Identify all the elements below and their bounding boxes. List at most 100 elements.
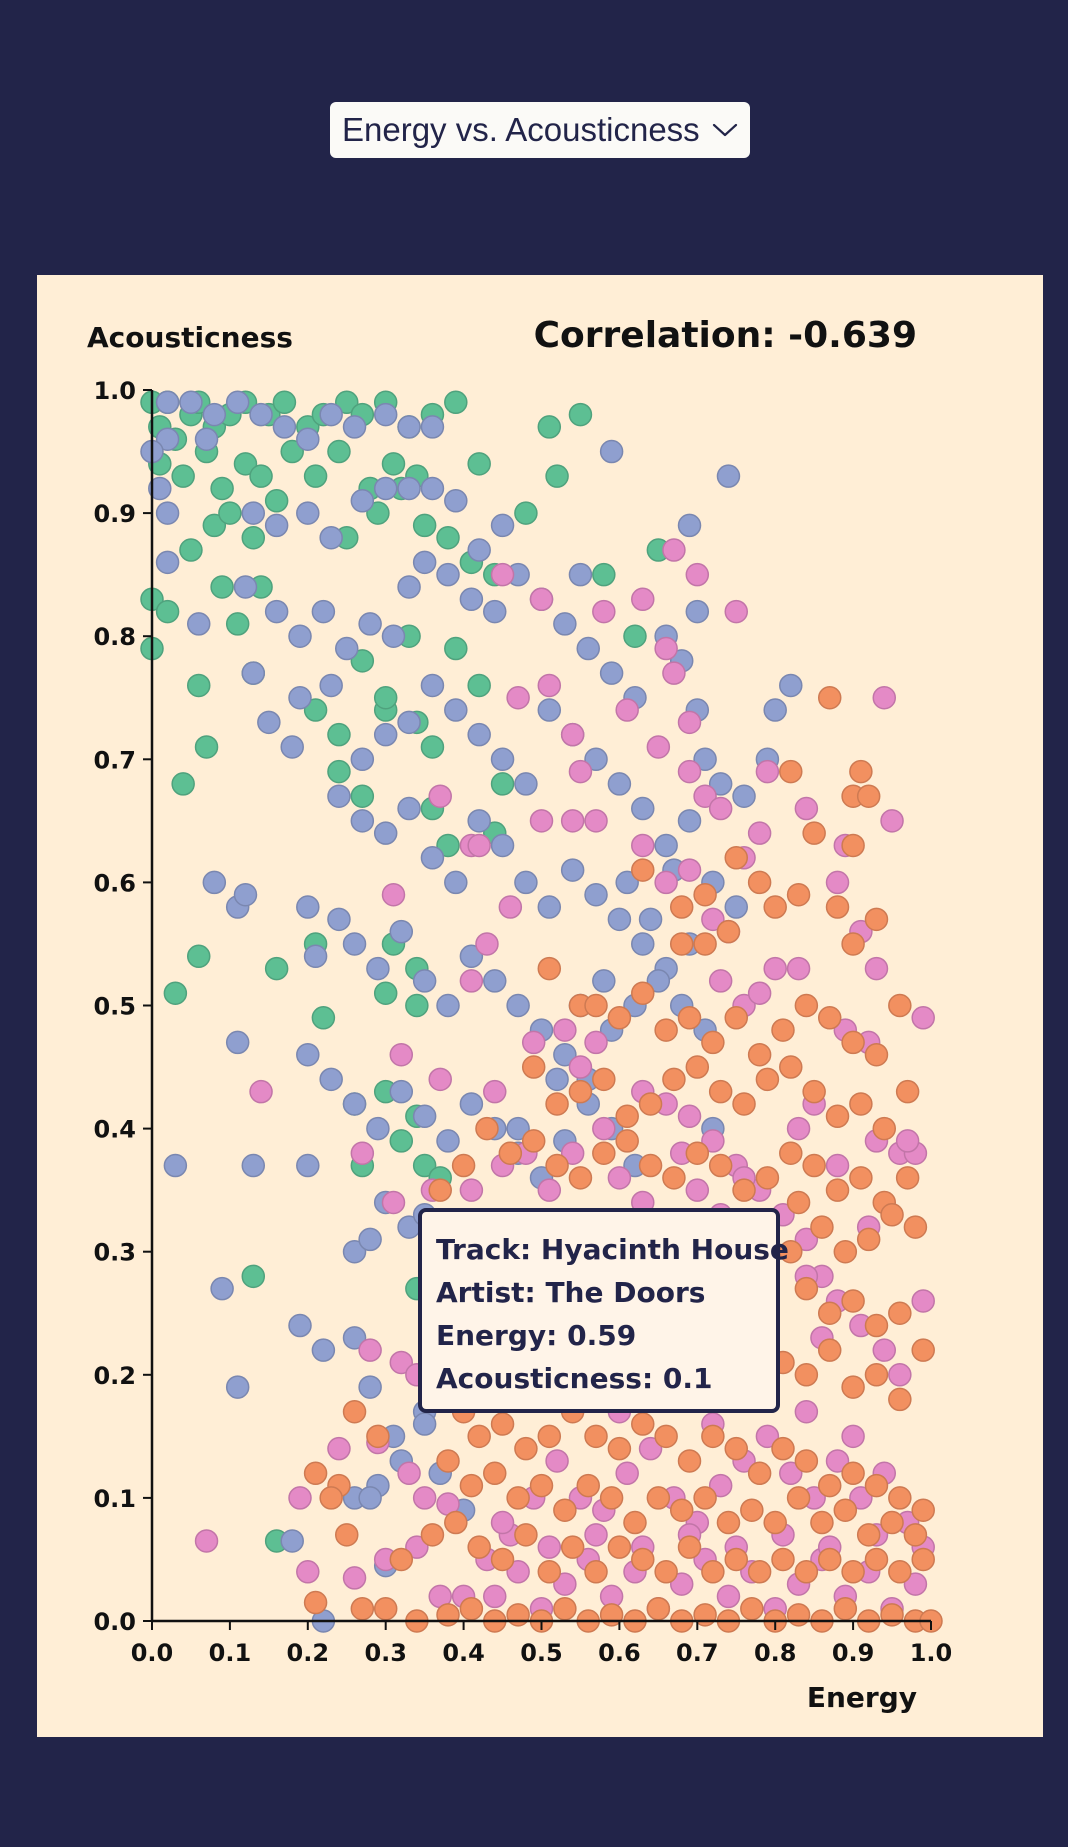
scatter-point[interactable] — [303, 464, 328, 488]
scatter-point[interactable] — [864, 907, 889, 932]
scatter-point[interactable] — [296, 427, 320, 451]
scatter-point[interactable] — [366, 501, 390, 525]
scatter-point[interactable] — [654, 1018, 678, 1042]
scatter-point[interactable] — [373, 981, 398, 1005]
scatter-point[interactable] — [537, 1424, 562, 1449]
scatter-point[interactable] — [685, 1055, 710, 1079]
scatter-point[interactable] — [366, 1116, 390, 1141]
scatter-point[interactable] — [584, 809, 608, 833]
scatter-point[interactable] — [553, 1498, 577, 1522]
scatter-point[interactable] — [615, 698, 639, 722]
scatter-point[interactable] — [537, 1560, 562, 1584]
scatter-point[interactable] — [545, 1449, 569, 1473]
scatter-point[interactable] — [888, 1363, 912, 1387]
scatter-point[interactable] — [506, 993, 530, 1018]
scatter-point[interactable] — [841, 1560, 865, 1584]
scatter-point[interactable] — [631, 932, 655, 956]
scatter-point[interactable] — [708, 1473, 733, 1498]
scatter-point[interactable] — [841, 833, 865, 858]
scatter-point[interactable] — [490, 513, 515, 538]
scatter-point[interactable] — [568, 1079, 593, 1104]
scatter-point[interactable] — [459, 587, 484, 612]
scatter-point[interactable] — [249, 402, 273, 427]
scatter-point[interactable] — [521, 1030, 546, 1055]
scatter-point[interactable] — [669, 895, 694, 919]
scatter-point[interactable] — [864, 1363, 889, 1387]
scatter-point[interactable] — [669, 1498, 694, 1522]
scatter-point[interactable] — [864, 956, 889, 981]
scatter-point[interactable] — [483, 1079, 507, 1104]
scatter-point[interactable] — [662, 1067, 686, 1092]
scatter-point[interactable] — [249, 1079, 273, 1104]
scatter-point[interactable] — [677, 1006, 702, 1030]
scatter-point[interactable] — [677, 710, 702, 735]
scatter-point[interactable] — [319, 1067, 343, 1092]
scatter-point[interactable] — [607, 1436, 632, 1461]
scatter-point[interactable] — [794, 1363, 819, 1387]
scatter-point[interactable] — [280, 735, 304, 759]
scatter-point[interactable] — [303, 698, 328, 722]
scatter-point[interactable] — [669, 932, 694, 956]
scatter-point[interactable] — [584, 1030, 608, 1055]
scatter-point[interactable] — [615, 1104, 639, 1129]
scatter-point[interactable] — [373, 686, 398, 710]
scatter-point[interactable] — [444, 489, 468, 513]
scatter-point[interactable] — [716, 1584, 741, 1609]
scatter-point[interactable] — [771, 1547, 795, 1572]
scatter-point[interactable] — [358, 612, 382, 636]
scatter-point[interactable] — [444, 636, 468, 661]
scatter-point[interactable] — [740, 1596, 764, 1621]
scatter-point[interactable] — [163, 1153, 188, 1178]
scatter-point[interactable] — [342, 1326, 367, 1350]
scatter-point[interactable] — [210, 1276, 234, 1301]
scatter-point[interactable] — [802, 821, 826, 845]
scatter-point[interactable] — [708, 969, 733, 993]
scatter-point[interactable] — [872, 1116, 897, 1141]
scatter-point[interactable] — [296, 1153, 320, 1178]
scatter-point[interactable] — [708, 772, 733, 796]
scatter-point[interactable] — [186, 612, 211, 636]
scatter-point[interactable] — [335, 1523, 359, 1547]
scatter-point[interactable] — [623, 624, 647, 648]
scatter-point[interactable] — [373, 402, 398, 427]
scatter-point[interactable] — [693, 747, 717, 772]
scatter-point[interactable] — [607, 1535, 632, 1559]
scatter-point[interactable] — [264, 513, 289, 538]
scatter-point[interactable] — [303, 1590, 328, 1615]
scatter-point[interactable] — [779, 1055, 803, 1079]
scatter-point[interactable] — [303, 1461, 328, 1486]
scatter-point[interactable] — [412, 1486, 437, 1510]
scatter-point[interactable] — [210, 476, 234, 501]
scatter-point[interactable] — [537, 956, 562, 981]
scatter-point[interactable] — [155, 427, 180, 451]
scatter-point[interactable] — [693, 1486, 717, 1510]
scatter-point[interactable] — [397, 575, 421, 599]
scatter-point[interactable] — [677, 513, 702, 538]
scatter-point[interactable] — [412, 550, 437, 575]
scatter-point[interactable] — [373, 821, 398, 845]
scatter-point[interactable] — [669, 1572, 694, 1596]
scatter-point[interactable] — [856, 784, 881, 808]
scatter-point[interactable] — [693, 882, 717, 907]
scatter-point[interactable] — [537, 698, 562, 722]
scatter-point[interactable] — [786, 1486, 811, 1510]
scatter-point[interactable] — [560, 858, 585, 882]
scatter-point[interactable] — [817, 1338, 842, 1362]
scatter-point[interactable] — [817, 1006, 842, 1030]
scatter-point[interactable] — [724, 895, 748, 919]
scatter-point[interactable] — [888, 1301, 912, 1325]
scatter-point[interactable] — [327, 784, 351, 808]
scatter-point[interactable] — [568, 402, 593, 427]
scatter-point[interactable] — [724, 1547, 748, 1572]
scatter-point[interactable] — [888, 1387, 912, 1412]
scatter-point[interactable] — [179, 390, 203, 415]
scatter-point[interactable] — [677, 759, 702, 784]
scatter-point[interactable] — [849, 759, 873, 784]
scatter-point[interactable] — [895, 1166, 920, 1190]
scatter-point[interactable] — [895, 1129, 920, 1153]
scatter-point[interactable] — [701, 1030, 725, 1055]
scatter-point[interactable] — [677, 1449, 702, 1473]
scatter-point[interactable] — [599, 439, 624, 464]
scatter-point[interactable] — [389, 1079, 414, 1104]
scatter-point[interactable] — [467, 833, 491, 858]
